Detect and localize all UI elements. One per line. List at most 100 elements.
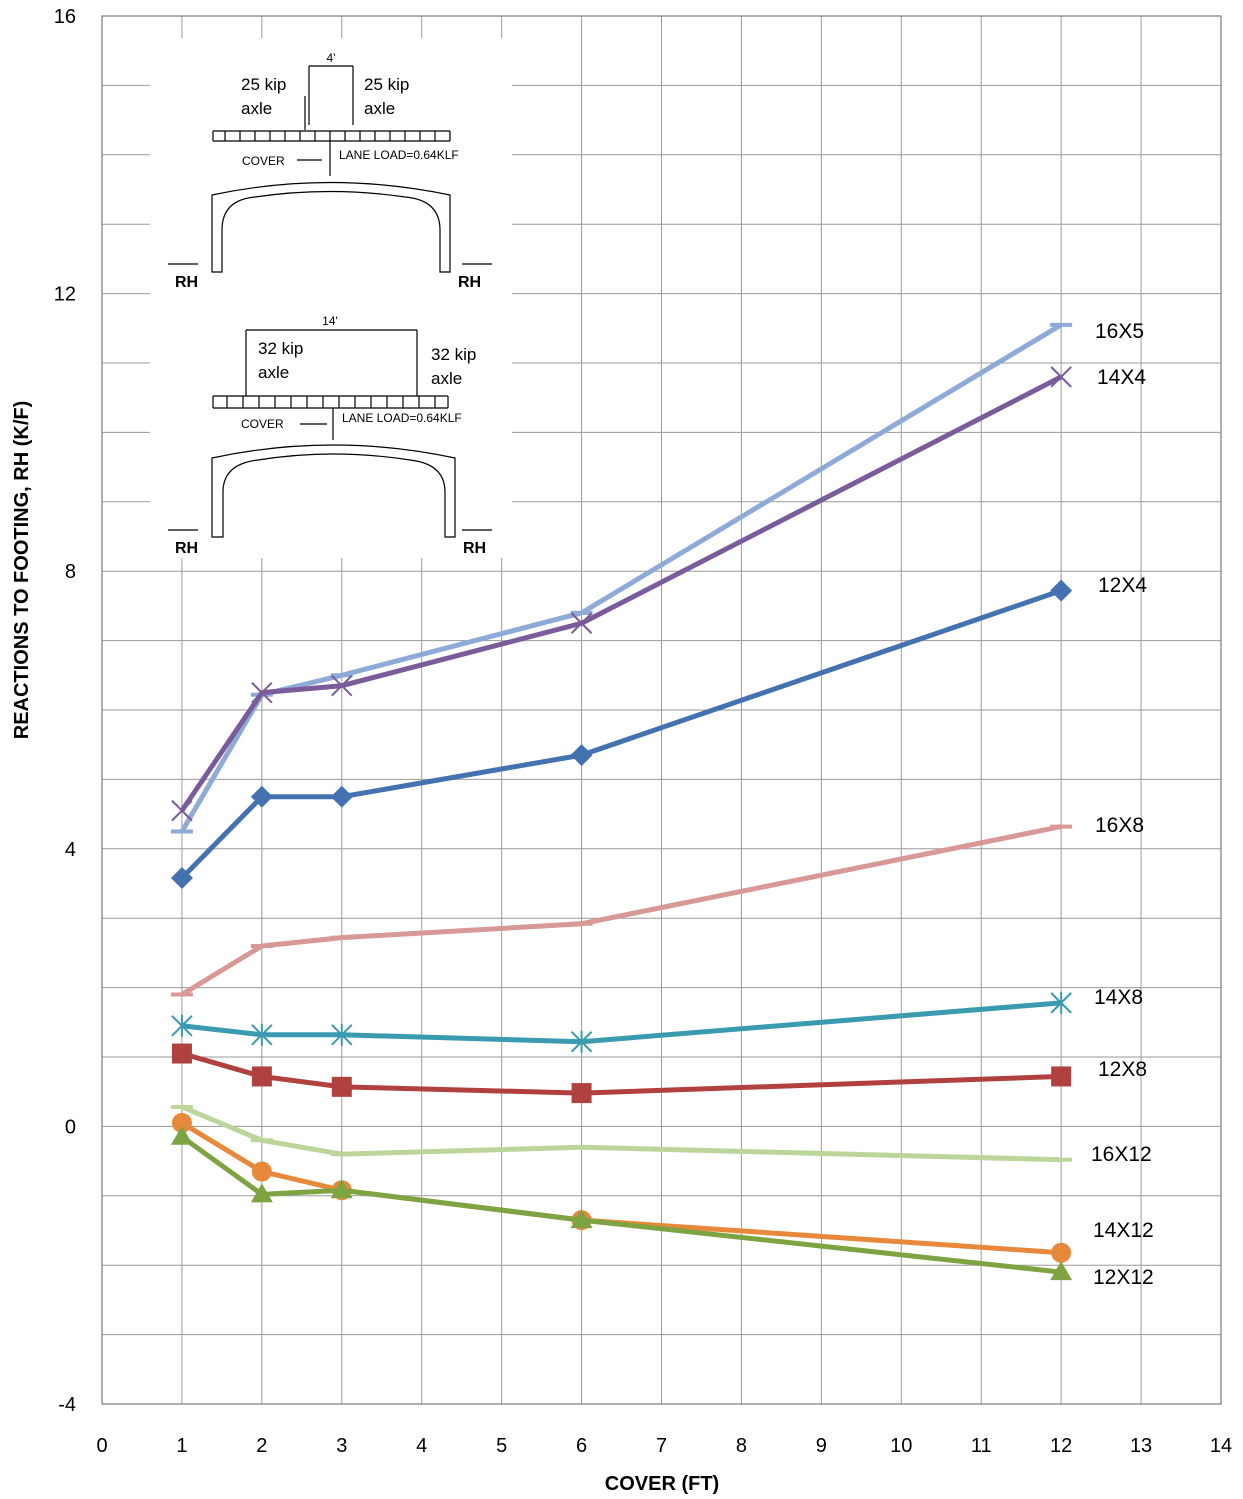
data-point [330, 785, 353, 808]
data-point [571, 1083, 592, 1104]
data-point [170, 1125, 193, 1145]
series-layer [170, 322, 1073, 1281]
x-tick-label: 11 [971, 1435, 992, 1457]
data-point [1050, 991, 1072, 1014]
x-tick-label: 0 [96, 1435, 107, 1457]
y-tick-label: 12 [54, 284, 76, 306]
series-label: 16X8 [1095, 814, 1144, 837]
x-tick-label: 12 [1050, 1435, 1072, 1457]
series-16X12 [170, 1104, 1073, 1163]
data-point [570, 744, 593, 767]
data-point [250, 1183, 273, 1203]
diagram-background [150, 38, 512, 558]
plot-border [101, 15, 1222, 1405]
series-label: 14X4 [1097, 366, 1146, 389]
data-point [1051, 1242, 1072, 1263]
diagram-top [168, 65, 492, 273]
series-14X12 [171, 1112, 1072, 1263]
data-point [1051, 1066, 1072, 1087]
data-point [171, 1112, 192, 1133]
data-point [171, 799, 193, 822]
diagram-top-spacing: 4' [327, 51, 336, 65]
y-tick-label: 0 [65, 1116, 76, 1138]
y-axis-title: REACTIONS TO FOOTING, RH (K/F) [11, 401, 33, 740]
series-12X8 [171, 1043, 1072, 1104]
y-tick-label: 16 [54, 6, 76, 28]
diagram-bottom-lane-load: LANE LOAD=0.64KLF [342, 411, 462, 425]
series-12X12 [170, 1125, 1073, 1281]
diagram-top-axle-right-label: axle [364, 99, 395, 118]
series-label: 14X8 [1094, 986, 1143, 1009]
diagram-bottom-axle-right-load: 32 kip [431, 345, 476, 364]
data-point [171, 1043, 192, 1064]
data-point [1050, 1261, 1073, 1281]
series-label: 12X8 [1098, 1058, 1147, 1081]
x-axis-title: COVER (FT) [605, 1473, 719, 1495]
diagram-bottom-spacing: 14' [322, 314, 338, 328]
series-line [181, 1000, 1062, 1045]
series-label: 14X12 [1093, 1219, 1154, 1242]
diagram-top-lane-load: LANE LOAD=0.64KLF [339, 148, 459, 162]
data-point [331, 1076, 352, 1097]
x-tick-label: 5 [496, 1435, 507, 1457]
series-label: 12X12 [1093, 1266, 1154, 1289]
x-tick-label: 10 [890, 1435, 912, 1457]
data-point [1050, 579, 1073, 602]
series-line [180, 588, 1062, 880]
data-point [331, 1023, 353, 1046]
x-tick-label: 3 [336, 1435, 347, 1457]
data-point [251, 1161, 272, 1182]
series-line [181, 1051, 1062, 1096]
x-tick-label: 1 [176, 1435, 187, 1457]
data-point [251, 1066, 272, 1087]
diagram-top-cover: COVER [242, 154, 285, 168]
series-line [180, 1104, 1062, 1163]
x-tick-label: 2 [256, 1435, 267, 1457]
x-tick-label: 4 [416, 1435, 427, 1457]
y-tick-label: 8 [65, 561, 76, 583]
data-point [1050, 366, 1072, 388]
culvert-diagram: 4' 25 kip axle 25 kip axle COVER LANE LO… [150, 38, 512, 558]
y-tick-label: -4 [58, 1394, 76, 1416]
diagram-bottom-cover: COVER [241, 417, 284, 431]
diagram-bottom-axle-left-load: 32 kip [258, 339, 303, 358]
diagram-bottom-rh-right: RH [463, 540, 486, 557]
data-point [251, 681, 273, 704]
data-point [251, 1023, 273, 1046]
data-point [171, 1014, 193, 1037]
series-line [180, 824, 1062, 997]
x-tick-label: 14 [1210, 1435, 1232, 1457]
x-tick-label: 9 [816, 1435, 827, 1457]
diagram-top-axle-right-load: 25 kip [364, 75, 409, 94]
diagram-bottom-rh-left: RH [175, 540, 198, 557]
data-point [570, 612, 593, 634]
y-tick-label: 4 [65, 839, 76, 861]
x-tick-label: 7 [656, 1435, 667, 1457]
series-16X8 [170, 824, 1073, 997]
diagram-top-rh-left: RH [175, 274, 198, 291]
diagram-top-rh-right: RH [458, 274, 481, 291]
diagram-bottom-axle-left-label: axle [258, 363, 289, 382]
series-16X5 [170, 322, 1073, 834]
series-14X4 [171, 366, 1072, 822]
diagram-top-axle-left-label: axle [241, 99, 272, 118]
diagram-bottom [168, 329, 492, 538]
series-labels: 16X5 14X4 12X4 16X8 14X8 12X8 16X12 14X12 12X12 [1091, 320, 1154, 1289]
series-label: 16X5 [1095, 320, 1144, 343]
series-label: 16X12 [1091, 1143, 1152, 1166]
data-point [250, 785, 273, 808]
data-point [331, 675, 353, 697]
data-point [170, 866, 193, 889]
x-tick-label: 6 [576, 1435, 587, 1457]
diagram-bottom-axle-right-label: axle [431, 369, 462, 388]
series-line [180, 1120, 1062, 1256]
x-tick-label: 8 [736, 1435, 747, 1457]
data-point [570, 1030, 593, 1053]
series-14X8 [171, 991, 1072, 1053]
diagram-top-axle-left-load: 25 kip [241, 75, 286, 94]
x-tick-label: 13 [1130, 1435, 1152, 1457]
series-12X4 [170, 579, 1073, 889]
series-label: 12X4 [1098, 574, 1147, 597]
